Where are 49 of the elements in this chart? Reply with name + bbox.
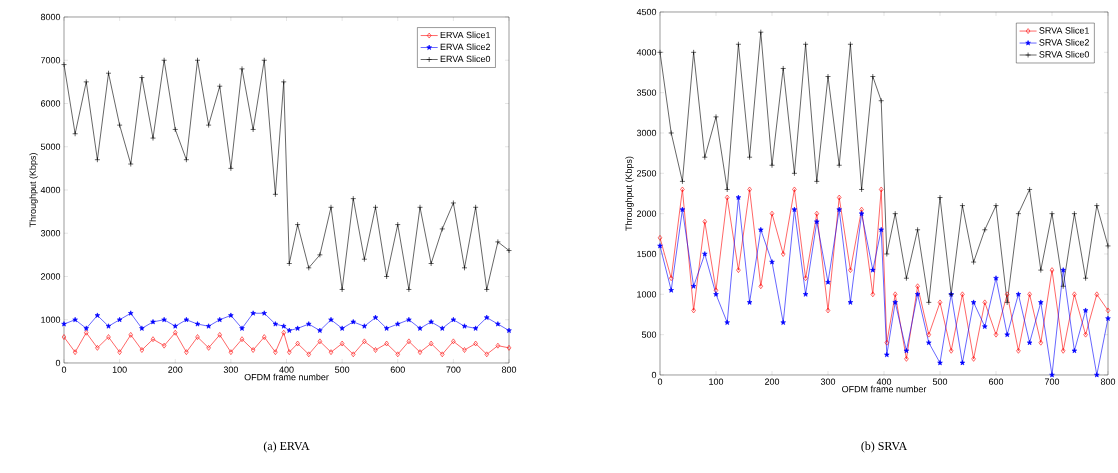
legend-label: ERVA Slice1 (440, 31, 491, 39)
x-tick-label: 500 (335, 366, 350, 373)
legend-label: SRVA Slice1 (1039, 27, 1089, 34)
x-tick-label: 700 (1044, 378, 1060, 385)
x-tick-label: 700 (446, 366, 461, 373)
y-tick-label: 2000 (41, 273, 61, 280)
y-tick-label: 0 (55, 359, 61, 367)
x-tick-label: 500 (932, 378, 948, 385)
x-tick-label: 100 (709, 378, 724, 385)
y-tick-label: 500 (641, 331, 657, 338)
x-tick-label: 800 (1100, 378, 1116, 385)
x-tick-label: 200 (168, 366, 183, 373)
y-tick-label: 6000 (41, 100, 61, 107)
y-tick-label: 7000 (41, 57, 61, 64)
x-tick-label: 300 (223, 366, 239, 373)
y-tick-label: 2500 (637, 170, 657, 177)
x-tick-label: 800 (501, 366, 517, 373)
legend-label: SRVA Slice2 (1039, 39, 1089, 46)
y-tick-label: 0 (651, 371, 657, 379)
legend-label: ERVA Slice0 (440, 55, 491, 63)
x-tick-label: 0 (61, 366, 67, 373)
x-tick-label: 600 (988, 378, 1004, 385)
x-tick-label: 100 (112, 366, 127, 373)
legend-label: SRVA Slice0 (1039, 51, 1090, 58)
y-tick-label: 3000 (40, 230, 61, 237)
x-tick-label: 600 (390, 366, 405, 373)
y-axis-title: Throughput (Kbps) (625, 156, 634, 231)
x-axis-title: OFDM frame number (842, 385, 927, 393)
y-tick-label: 3000 (636, 129, 657, 137)
y-axis-title: Throughput (Kbps) (29, 153, 38, 228)
x-tick-label: 200 (764, 378, 780, 385)
y-tick-label: 1500 (637, 250, 657, 258)
legend-label: ERVA Slice2 (440, 43, 491, 51)
y-tick-label: 1000 (637, 291, 657, 298)
y-tick-label: 8000 (40, 13, 61, 21)
x-tick-label: 300 (820, 378, 836, 385)
y-tick-label: 3500 (636, 89, 657, 96)
y-tick-label: 4000 (40, 186, 61, 194)
x-tick-label: 400 (279, 366, 294, 373)
x-tick-label: 0 (657, 378, 663, 385)
y-tick-label: 5000 (40, 143, 61, 150)
y-tick-label: 1000 (41, 316, 61, 323)
text: (b) SRVA (861, 441, 908, 453)
y-tick-label: 4000 (636, 49, 657, 56)
x-tick-label: 400 (876, 378, 892, 385)
x-axis-title: OFDM frame number (244, 373, 329, 381)
y-tick-label: 4500 (636, 8, 657, 16)
y-tick-label: 2000 (637, 210, 657, 217)
text: (a) ERVA (263, 441, 310, 453)
